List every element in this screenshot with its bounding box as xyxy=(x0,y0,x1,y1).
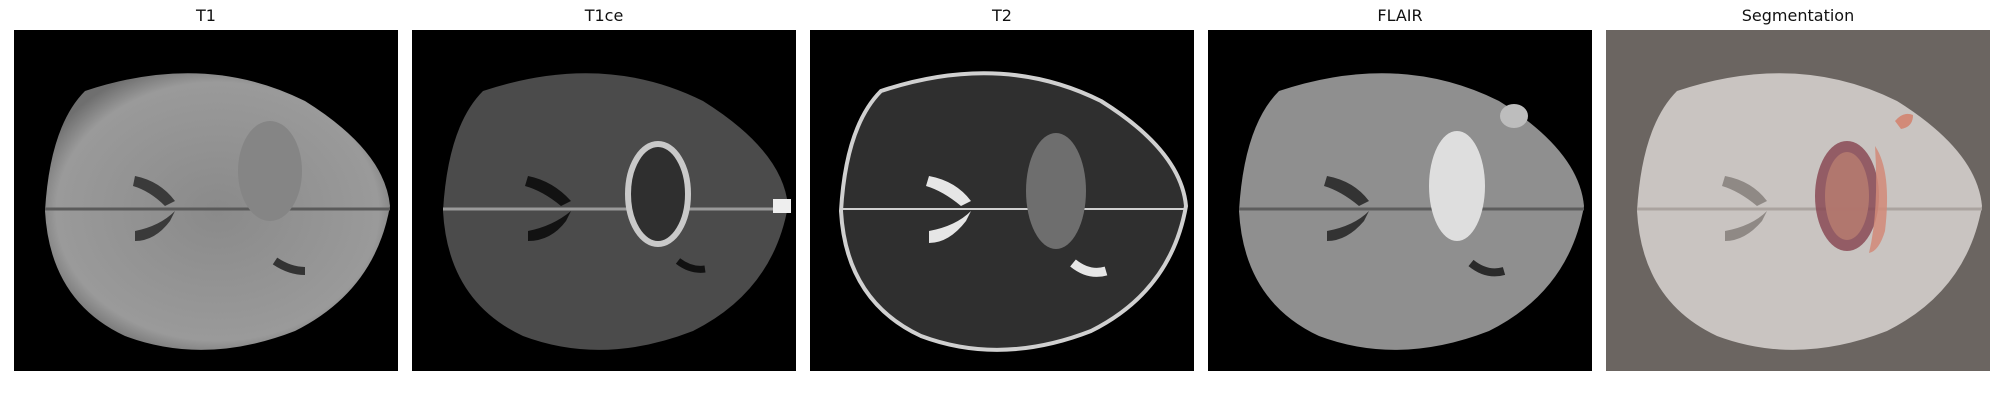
panel-t2: T2 xyxy=(810,0,1194,400)
mri-image-flair xyxy=(1208,30,1592,371)
mri-image-t2 xyxy=(810,30,1194,371)
panel-t1ce: T1ce xyxy=(412,0,796,400)
panel-segmentation: Segmentation xyxy=(1606,0,1990,400)
panel-title: FLAIR xyxy=(1377,6,1423,25)
mri-image-t1 xyxy=(14,30,398,371)
mri-image-t1ce xyxy=(412,30,796,371)
panel-title: T1 xyxy=(196,6,216,25)
panel-t1: T1 xyxy=(14,0,398,400)
panel-title: T2 xyxy=(992,6,1012,25)
panel-title: Segmentation xyxy=(1741,6,1855,25)
mri-image-segmentation xyxy=(1606,30,1990,371)
panel-title: T1ce xyxy=(584,6,624,25)
panel-flair: FLAIR xyxy=(1208,0,1592,400)
